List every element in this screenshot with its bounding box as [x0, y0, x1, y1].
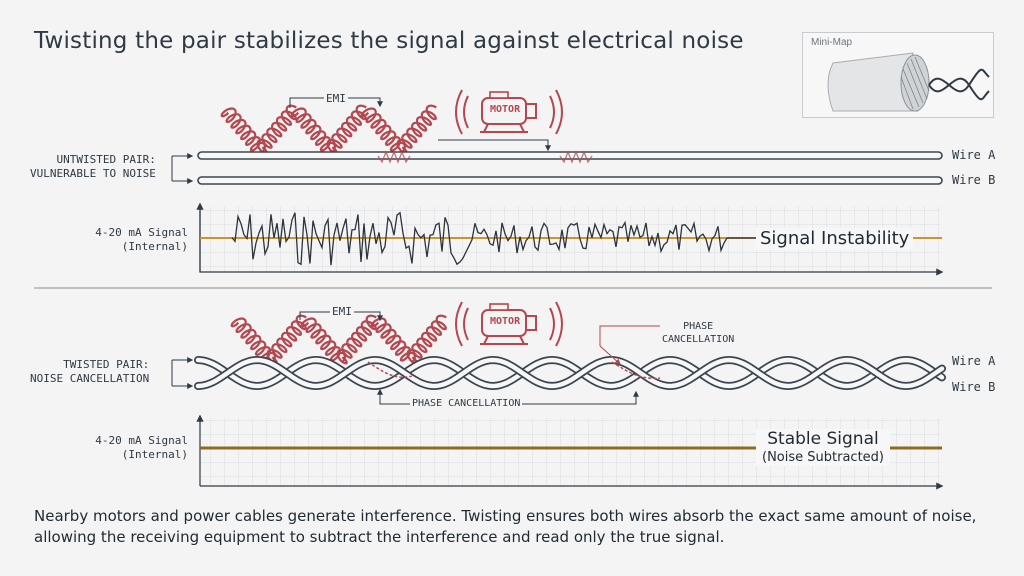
wire-b-label-twisted: Wire B [952, 380, 996, 394]
emi-label-twisted: EMI [330, 305, 354, 318]
wire-b-untwisted [197, 176, 943, 185]
phase-cancellation-bottom: PHASE CANCELLATION [410, 398, 523, 409]
stable-signal-label: Stable Signal (Noise Subtracted) [756, 429, 890, 466]
motor-icon [455, 301, 563, 347]
page-title: Twisting the pair stabilizes the signal … [34, 28, 744, 54]
signal-instability-label: Signal Instability [756, 228, 914, 250]
untwisted-pair-label: UNTWISTED PAIR: VULNERABLE TO NOISE [30, 153, 156, 180]
mini-map-label: Mini-Map [811, 37, 853, 48]
noisy-signal-trace [231, 211, 756, 266]
caption: Nearby motors and power cables generate … [34, 507, 977, 546]
motor-label-twisted: MOTOR [490, 316, 521, 327]
twisted-pair-label: TWISTED PAIR: NOISE CANCELLATION [30, 358, 150, 385]
wire-a-label: Wire A [952, 148, 996, 162]
wire-b-label: Wire B [952, 173, 996, 187]
phase-cancellation-top: PHASE CANCELLATION [660, 320, 737, 346]
motor-label: MOTOR [490, 104, 521, 115]
mini-map[interactable]: Mini-Map [802, 32, 994, 118]
motor-icon [455, 89, 563, 135]
signal-label-untwisted: 4-20 mA Signal (Internal) [95, 226, 188, 253]
signal-label-twisted: 4-20 mA Signal (Internal) [95, 434, 188, 461]
wire-a-label-twisted: Wire A [952, 354, 996, 368]
emi-wave-icon [230, 314, 447, 365]
emi-wave-icon [220, 104, 437, 155]
cable-icon [827, 52, 990, 112]
emi-label: EMI [324, 92, 348, 105]
